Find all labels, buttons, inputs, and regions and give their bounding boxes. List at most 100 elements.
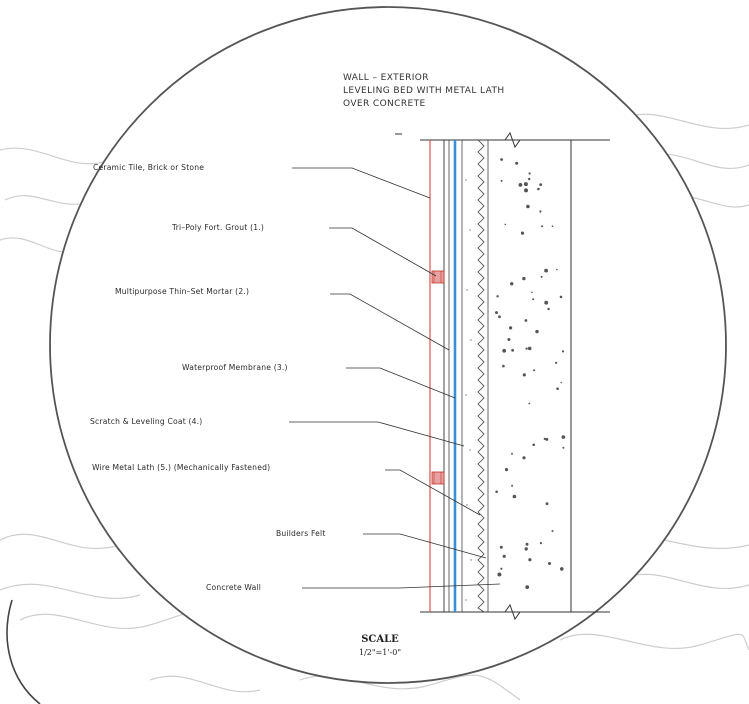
scratch-coat-stipple (465, 179, 472, 601)
aggregate-dot (496, 295, 499, 298)
leader-ceramic-tile (292, 167, 431, 199)
aggregate-dot (507, 338, 511, 341)
aggregate-dot (525, 542, 529, 546)
aggregate-dot (495, 311, 498, 315)
detail-circle (49, 6, 727, 684)
aggregate-dot (511, 452, 513, 455)
aggregate-dot (500, 158, 503, 161)
aggregate-dot (504, 223, 507, 226)
aggregate-dot (556, 268, 558, 271)
aggregate-dot (551, 530, 554, 533)
label-wire-lath: Wire Metal Lath (5.) (Mechanically Faste… (92, 463, 270, 472)
aggregate-dot (540, 275, 543, 278)
title-line-2: LEVELING BED WITH METAL LATH (343, 86, 505, 96)
aggregate-dot (522, 456, 526, 460)
bottom-break-mark (504, 603, 521, 621)
aggregate-dot (509, 326, 513, 330)
label-membrane: Waterproof Membrane (3.) (182, 363, 288, 372)
aggregate-dot (543, 437, 546, 440)
aggregate-dot (522, 276, 526, 281)
aggregate-dot (541, 225, 543, 228)
callouts: Ceramic Tile, Brick or Stone Tri–Poly Fo… (90, 163, 501, 592)
aggregate-dot (518, 183, 523, 187)
aggregate-dot (495, 490, 498, 494)
scale-title: SCALE (361, 634, 399, 645)
aggregate-dot (515, 161, 519, 165)
aggregate-dot (528, 402, 531, 405)
aggregate-dot (511, 484, 514, 487)
aggregate-dot (535, 329, 539, 334)
aggregate-dot (525, 347, 528, 350)
adjacent-detail-arc (6, 599, 41, 704)
leader-thinset (330, 293, 450, 351)
leader-wire-lath (385, 469, 481, 516)
scale-note: SCALE 1/2"=1'-0" (359, 634, 401, 657)
leader-scratch-coat (289, 421, 465, 447)
aggregate-dot (524, 188, 528, 193)
label-scratch-coat: Scratch & Leveling Coat (4.) (90, 417, 202, 426)
aggregate-dot (560, 567, 564, 571)
aggregate-dot (539, 183, 543, 187)
aggregate-dot (527, 346, 532, 351)
aggregate-dot (524, 319, 528, 322)
aggregate-dot (512, 494, 517, 499)
label-ceramic-tile: Ceramic Tile, Brick or Stone (93, 163, 204, 172)
aggregate-dot (532, 298, 535, 301)
leader-builders-felt (363, 533, 487, 559)
aggregate-dot (502, 348, 507, 353)
leader-concrete-wall (302, 583, 501, 589)
aggregate-dot (539, 210, 542, 213)
aggregate-dot (544, 268, 548, 273)
aggregate-dot (498, 315, 501, 319)
aggregate-dot (522, 373, 526, 377)
aggregate-dot (561, 435, 566, 439)
aggregate-dot (528, 177, 531, 181)
wire-lath (477, 139, 485, 613)
aggregate-dot (537, 187, 540, 191)
aggregate-dot (539, 542, 543, 545)
aggregate-dot (556, 387, 559, 391)
aggregate-dot (533, 369, 536, 372)
aggregate-dot (548, 562, 551, 565)
aggregate-dot (559, 295, 563, 299)
aggregate-dot (547, 307, 550, 311)
aggregate-dot (497, 572, 502, 577)
concrete-aggregate (495, 158, 566, 589)
label-thinset: Multipurpose Thin–Set Mortar (2.) (115, 287, 249, 296)
aggregate-dot (500, 179, 503, 182)
aggregate-dot (525, 585, 530, 589)
aggregate-dot (532, 443, 535, 447)
aggregate-dot (528, 558, 532, 562)
top-break-mark (504, 131, 521, 149)
aggregate-dot (500, 567, 503, 570)
aggregate-dot (511, 348, 514, 352)
label-grout: Tri–Poly Fort. Grout (1.) (171, 223, 264, 232)
aggregate-dot (523, 182, 528, 187)
aggregate-dot (502, 364, 505, 368)
title-line-1: WALL – EXTERIOR (343, 73, 429, 83)
aggregate-dot (520, 231, 525, 235)
wall-section (395, 131, 610, 621)
label-concrete-wall: Concrete Wall (206, 583, 261, 592)
aggregate-dot (561, 350, 565, 353)
aggregate-dot (551, 225, 554, 227)
aggregate-dot (545, 437, 549, 441)
aggregate-dot (562, 446, 565, 449)
aggregate-dot (544, 300, 549, 305)
leader-membrane (346, 367, 456, 399)
title-block: WALL – EXTERIOR LEVELING BED WITH METAL … (343, 73, 505, 109)
aggregate-dot (545, 502, 549, 506)
aggregate-dot (555, 361, 558, 364)
aggregate-dot (504, 468, 509, 472)
label-builders-felt: Builders Felt (276, 529, 326, 538)
aggregate-dot (499, 545, 503, 549)
leader-grout (329, 227, 437, 277)
aggregate-dot (560, 381, 562, 384)
aggregate-dot (528, 172, 531, 175)
aggregate-dot (531, 291, 533, 294)
aggregate-dot (510, 282, 514, 286)
aggregate-dot (502, 554, 506, 558)
title-line-3: OVER CONCRETE (343, 99, 426, 109)
aggregate-dot (524, 547, 528, 551)
